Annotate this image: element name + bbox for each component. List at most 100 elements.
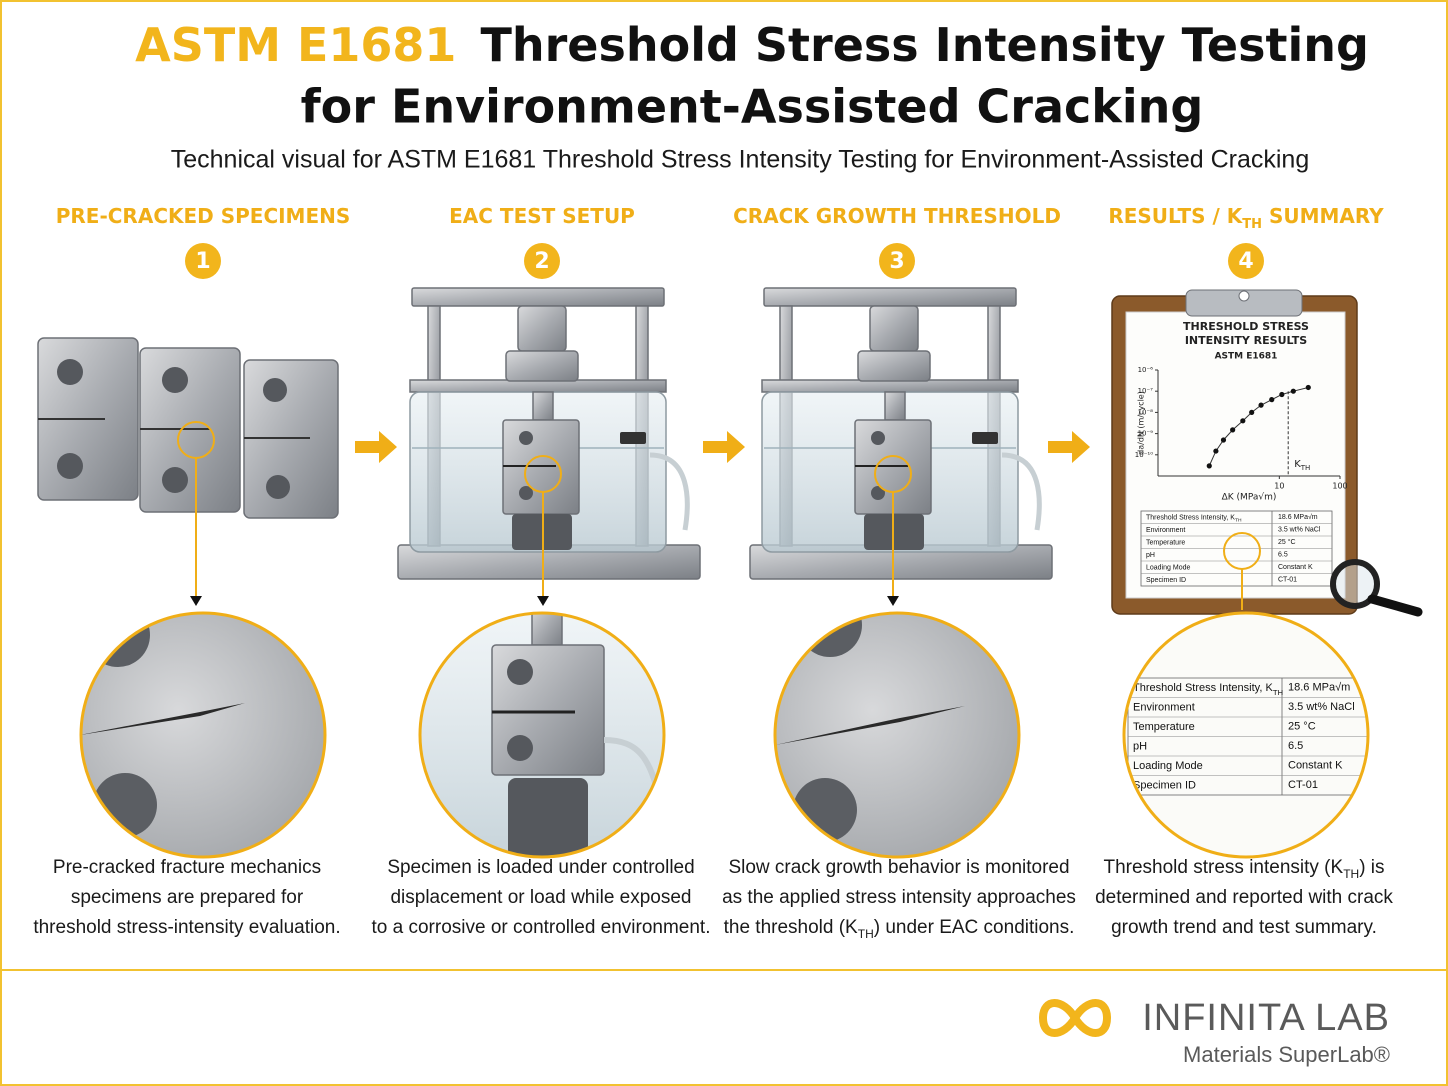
step-title-part: TH	[1242, 217, 1262, 232]
table-label-part: Environment	[1146, 527, 1185, 534]
table-label-part: Specimen ID	[1146, 577, 1186, 584]
title-main: Threshold Stress Intensity Testing	[480, 18, 1368, 72]
zoom-results-table: Threshold Stress Intensity, KTH 18.6 MPa√…	[1124, 613, 1368, 857]
zoom-crack-growth	[775, 613, 1019, 857]
title-line2: for Environment-Assisted Cracking	[301, 80, 1204, 134]
table-value: 18.6 MPa√m	[1278, 513, 1318, 521]
step-badge	[185, 243, 221, 279]
arrow	[1048, 431, 1090, 463]
table-label: Specimen ID	[1133, 779, 1196, 791]
zoom-callouts	[177, 421, 1261, 610]
table-label: Threshold Stress Intensity, KTH	[1133, 682, 1283, 697]
callout-arrowheads	[190, 596, 899, 606]
report-standard: ASTM E1681	[1215, 352, 1278, 362]
test-machine	[397, 287, 701, 580]
data-point	[1230, 427, 1236, 433]
step-title-part: RESULTS / K	[1108, 204, 1243, 228]
specimen	[243, 359, 339, 519]
step-caption-part: Pre-cracked fracture mechanics	[53, 857, 321, 878]
table-label: pH	[1146, 552, 1155, 559]
step-number: 1	[195, 249, 210, 274]
step-caption: as the applied stress intensity approach…	[722, 887, 1076, 908]
report-title: THRESHOLD STRESS	[1183, 320, 1309, 333]
specimens-illustration	[37, 337, 339, 519]
table-label-part: Environment	[1133, 701, 1195, 713]
table-label: Environment	[1146, 527, 1185, 534]
data-point	[1279, 391, 1285, 398]
step-caption-part: determined and reported with crack	[1095, 887, 1393, 908]
table-label: pH	[1133, 740, 1147, 752]
data-point	[1258, 402, 1264, 408]
step-caption: the threshold (KTH) under EAC conditions…	[724, 917, 1075, 941]
step-caption: Pre-cracked fracture mechanics	[53, 857, 321, 878]
step-caption-part: the threshold (K	[724, 917, 858, 938]
report-table: Threshold Stress Intensity, KTH 18.6 MPa√…	[1140, 510, 1333, 587]
step-caption: threshold stress-intensity evaluation.	[33, 917, 340, 938]
table-value: CT-01	[1278, 577, 1297, 584]
table-value: Constant K	[1278, 564, 1313, 571]
step-title-part: PRE-CRACKED SPECIMENS	[56, 204, 351, 228]
y-tick-label: 10⁻⁸	[1138, 408, 1154, 416]
logo-name: INFINITA LAB	[1142, 997, 1390, 1039]
data-point	[1249, 409, 1255, 415]
arrow	[703, 431, 745, 463]
step-badge	[879, 243, 915, 279]
table-label-part: Threshold Stress Intensity, K	[1133, 682, 1273, 694]
step-number: 2	[534, 249, 549, 274]
step-title-part: CRACK GROWTH THRESHOLD	[733, 204, 1061, 228]
y-axis-label: da/dN (m/cycle)	[1137, 391, 1146, 455]
table-value: 18.6 MPa√m	[1288, 682, 1350, 694]
step-caption: Specimen is loaded under controlled	[387, 857, 694, 878]
threshold-label-part: TH	[1300, 464, 1311, 472]
title: ASTM E1681 Threshold Stress Intensity Tes…	[135, 18, 1369, 72]
table-value: 6.5	[1288, 740, 1303, 752]
step-title: CRACK GROWTH THRESHOLD	[733, 204, 1061, 228]
table-value: 3.5 wt% NaCl	[1288, 701, 1355, 713]
step-caption-part: to a corrosive or controlled environment…	[372, 917, 711, 938]
step-number: 3	[889, 249, 904, 274]
step-caption-part: TH	[1343, 867, 1359, 881]
table-label-part: TH	[1235, 517, 1242, 523]
step-caption: determined and reported with crack	[1095, 887, 1393, 908]
y-tick-label: 10⁻⁶	[1138, 366, 1154, 374]
table-label-part: Loading Mode	[1146, 564, 1190, 571]
table-label-part: pH	[1133, 740, 1147, 752]
step-caption: to a corrosive or controlled environment…	[372, 917, 711, 938]
step-caption-part: Threshold stress intensity (K	[1103, 857, 1343, 878]
subtitle: Technical visual for ASTM E1681 Threshol…	[171, 146, 1309, 174]
table-label-part: pH	[1146, 552, 1155, 559]
step-title: RESULTS / KTH SUMMARY	[1108, 204, 1384, 233]
data-point	[1206, 463, 1212, 469]
step-caption-part: specimens are prepared for	[71, 887, 304, 908]
step-caption-part: ) under EAC conditions.	[874, 917, 1075, 938]
threshold-label-part: K	[1294, 459, 1301, 470]
threshold-label: KTH	[1294, 459, 1310, 472]
x-tick-label: 10	[1274, 482, 1284, 491]
step-caption-part: ) is	[1359, 857, 1384, 878]
step-caption-part: Slow crack growth behavior is monitored	[728, 857, 1069, 878]
title-code: ASTM E1681	[135, 18, 456, 72]
data-point	[1305, 384, 1311, 391]
step-title: PRE-CRACKED SPECIMENS	[56, 204, 351, 228]
table-value: 25 °C	[1288, 721, 1316, 733]
steps: PRE-CRACKED SPECIMENS 1 Pre-cracked fractu…	[33, 204, 1393, 942]
data-point	[1240, 418, 1246, 424]
table-label: Loading Mode	[1146, 564, 1190, 571]
y-tick-label: 10⁻⁷	[1138, 387, 1154, 395]
table-label-part: Threshold Stress Intensity, K	[1146, 514, 1235, 521]
step-caption: Slow crack growth behavior is monitored	[728, 857, 1069, 878]
y-tick-label: 10⁻¹⁰	[1135, 451, 1153, 459]
x-tick-label: 100	[1332, 482, 1347, 491]
test-machine	[750, 288, 1052, 579]
step-caption-part: Specimen is loaded under controlled	[387, 857, 694, 878]
table-label-part: TH	[1273, 687, 1283, 696]
table-label: Temperature	[1146, 539, 1185, 546]
table-label-part: Loading Mode	[1133, 760, 1203, 772]
table-label: Loading Mode	[1133, 760, 1203, 772]
step-badge	[1228, 243, 1264, 279]
table-label: Temperature	[1133, 721, 1195, 733]
